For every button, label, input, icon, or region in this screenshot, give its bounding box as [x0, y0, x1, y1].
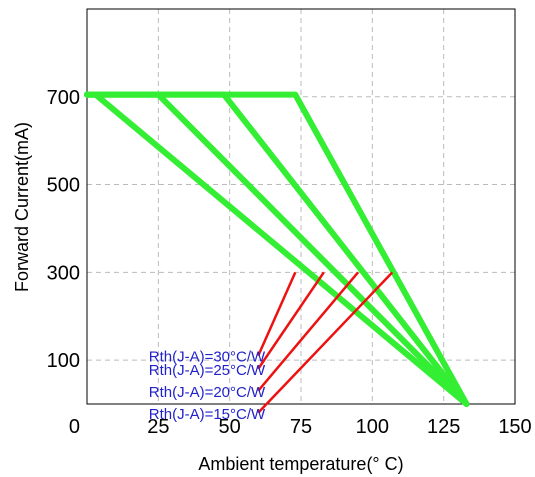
annotation-label-1: Rth(J-A)=25°C/W	[149, 362, 266, 379]
annotation-label-2: Rth(J-A)=20°C/W	[149, 384, 266, 401]
x-tick-label-1: 50	[219, 416, 241, 438]
grid	[87, 9, 515, 404]
annotation-line-3	[257, 271, 394, 414]
y-tick-label-1: 100	[47, 350, 80, 372]
annotation-line-1	[257, 271, 325, 370]
x-tick-label-3: 100	[356, 416, 389, 438]
y-tick-label-0: 0	[69, 416, 80, 438]
annotation-line-2	[257, 271, 360, 392]
x-tick-label-4: 125	[427, 416, 460, 438]
x-tick-labels: 25 50 75 100 125 150	[147, 416, 531, 438]
x-axis-label: Ambient temperature(° C)	[198, 454, 403, 474]
annotation-line-0	[257, 271, 297, 357]
y-tick-labels: 0 100 300 500 700	[47, 87, 80, 438]
plot-frame	[86, 8, 516, 405]
y-tick-label-3: 500	[47, 175, 80, 197]
series-line-3	[84, 91, 470, 407]
y-tick-label-4: 700	[47, 87, 80, 109]
y-tick-label-2: 300	[47, 262, 80, 284]
annotation-label-3: Rth(J-A)=15°C/W	[149, 406, 266, 423]
y-axis-label: Forward Current(mA)	[12, 122, 32, 292]
annotation-label-0: Rth(J-A)=30°C/W	[149, 349, 266, 366]
x-tick-label-2: 75	[290, 416, 312, 438]
x-tick-label-5: 150	[498, 416, 531, 438]
x-tick-label-0: 25	[147, 416, 169, 438]
